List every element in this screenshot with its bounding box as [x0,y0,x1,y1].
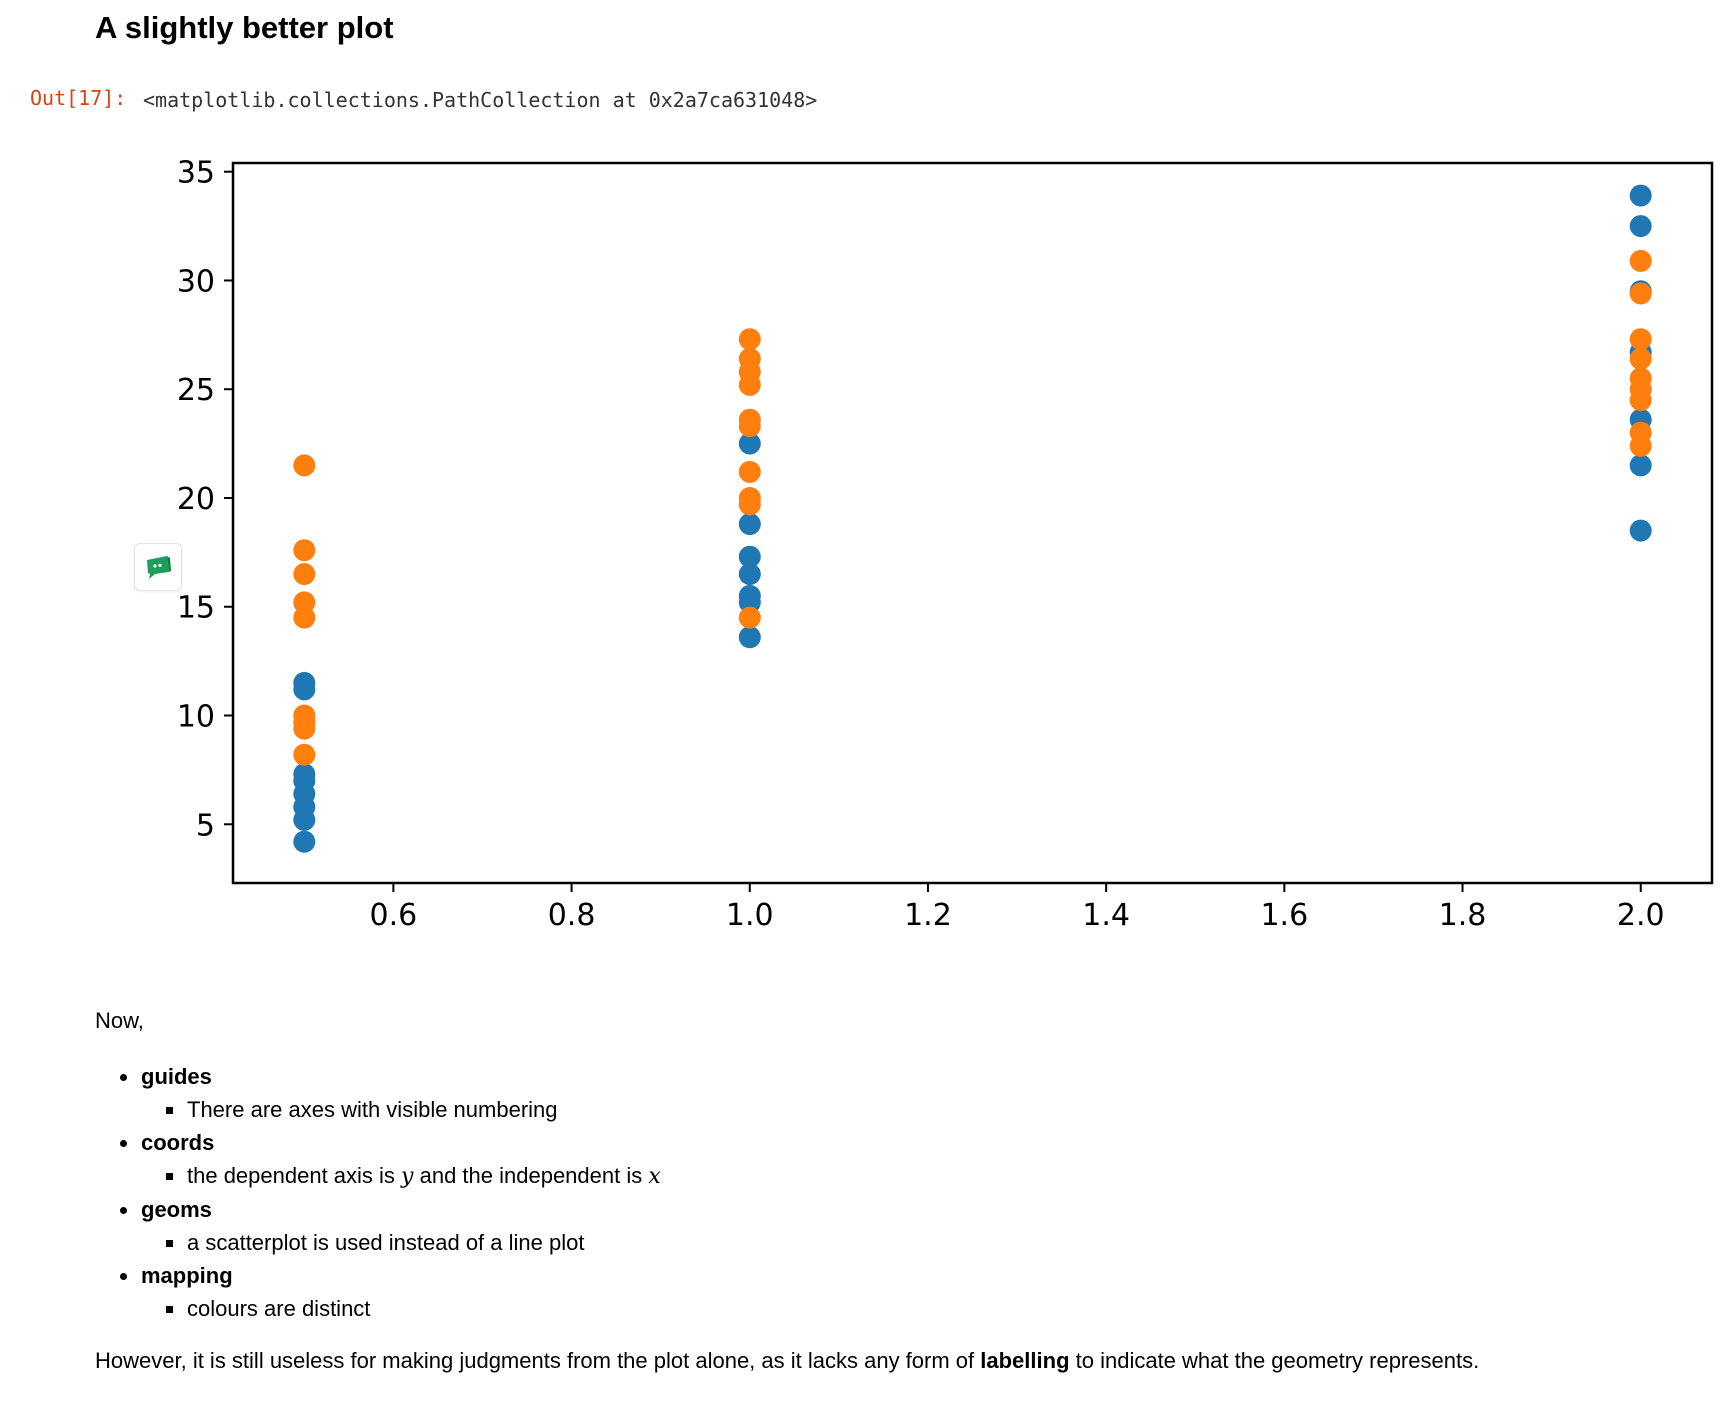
scatter-point [1629,367,1652,390]
scatter-point [293,539,316,562]
scatter-point [293,591,316,614]
scatter-point [293,830,316,853]
scatter-point [293,606,316,629]
math-var-y: y [401,1164,414,1189]
scatter-point [1629,519,1652,542]
scatter-point [1629,347,1652,370]
list-item: geoms a scatterplot is used instead of a… [95,1193,661,1259]
scatter-point [1629,454,1652,477]
scatter-point [738,563,761,586]
sub-item-text: There are axes with visible numbering [187,1097,558,1122]
markdown-intro: Now, [95,1008,144,1033]
sub-list-item: the dependent axis is y and the independ… [141,1159,661,1193]
scatter-point [738,460,761,483]
scatter-point [293,743,316,766]
scatter-point [738,408,761,431]
scatter-point [293,763,316,786]
output-repr-text: <matplotlib.collections.PathCollection a… [143,88,818,112]
chat-bubble-icon [147,556,171,579]
sub-item-text: the dependent axis is [187,1163,402,1188]
list-item: mapping colours are distinct [95,1259,661,1325]
list-item: guides There are axes with visible numbe… [95,1060,661,1126]
scatter-point [1629,328,1652,351]
x-tick-label: 0.8 [548,898,596,933]
conclusion-text: to indicate what the geometry represents… [1069,1348,1480,1373]
list-term: geoms [141,1197,212,1222]
scatter-point [293,704,316,727]
sub-list-item: There are axes with visible numbering [141,1093,661,1126]
list-term: coords [141,1130,215,1155]
y-tick-label: 10 [177,700,215,735]
scatter-point [738,584,761,607]
y-tick-label: 15 [177,591,215,626]
list-item: coords the dependent axis is y and the i… [95,1126,661,1193]
conclusion-emphasis: labelling [980,1348,1070,1373]
y-axis: 5 10 15 20 25 30 35 [177,156,233,843]
plot-points [293,184,1652,853]
scatter-point [738,328,761,351]
markdown-conclusion: However, it is still useless for making … [95,1348,1479,1374]
scatter-point [738,487,761,509]
scatter-point [738,432,761,455]
scatter-point [1629,184,1652,207]
y-tick-label: 5 [196,808,215,843]
output-prompt: Out[17]: [30,86,127,110]
y-tick-label: 35 [177,156,215,191]
plot-frame [231,161,1714,885]
chat-widget-button[interactable] [134,543,182,591]
y-tick-label: 25 [177,373,215,408]
scatter-point [738,347,761,370]
scatter-point [738,626,761,649]
section-heading: A slightly better plot [95,10,394,45]
sub-list-item: colours are distinct [141,1292,661,1325]
list-term: mapping [141,1263,233,1288]
x-tick-label: 0.6 [370,898,418,933]
x-tick-label: 1.2 [904,898,952,933]
scatter-point [738,513,761,536]
x-axis: 0.6 0.8 1.0 1.2 1.4 1.6 1.8 2.0 [370,883,1665,933]
scatter-plot: 0.6 0.8 1.0 1.2 1.4 1.6 1.8 2.0 5 10 15 20 25 30 35 [177,156,1714,933]
scatter-point [1629,421,1652,444]
scatter-point [293,563,316,586]
y-tick-label: 20 [177,482,215,517]
sub-list-item: a scatterplot is used instead of a line … [141,1226,661,1259]
x-tick-label: 2.0 [1617,898,1665,933]
scatter-point [738,545,761,568]
scatter-point [293,454,316,477]
sub-item-text: a scatterplot is used instead of a line … [187,1230,585,1255]
x-tick-label: 1.4 [1082,898,1130,933]
scatter-point [738,606,761,629]
scatter-point [293,671,316,694]
conclusion-text: However, it is still useless for making … [95,1348,981,1373]
x-tick-label: 1.8 [1439,898,1487,933]
x-tick-label: 1.6 [1260,898,1308,933]
scatter-point [1629,249,1652,272]
y-tick-label: 30 [177,264,215,299]
grammar-list: guides There are axes with visible numbe… [95,1060,661,1325]
x-tick-label: 1.0 [726,898,774,933]
scatter-point [1629,215,1652,238]
sub-item-text: and the independent is [413,1163,649,1188]
sub-item-text: colours are distinct [187,1296,371,1321]
math-var-x: x [648,1164,661,1189]
scatter-point [1629,282,1652,305]
list-term: guides [141,1064,212,1089]
